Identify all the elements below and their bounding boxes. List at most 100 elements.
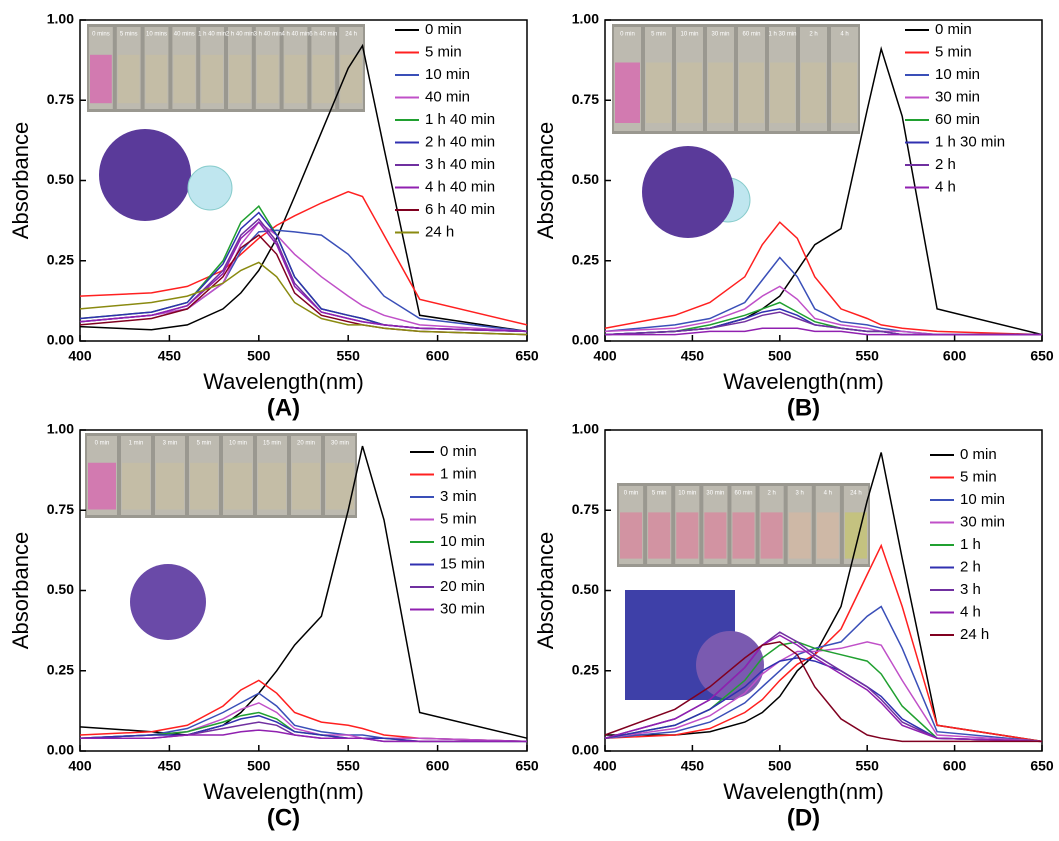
photo-label: 24 h xyxy=(345,32,357,38)
photo-label: 3 min xyxy=(163,441,178,447)
panel: 0 min 5 min 10 min 30 min 60 min 2 h 3 h 4 h 24 … xyxy=(533,421,1054,832)
y-tick-label: 0.25 xyxy=(47,251,74,267)
cuvette-liquid xyxy=(173,54,196,104)
legend-label: 6 h 40 min xyxy=(425,201,495,218)
x-tick-label: 450 xyxy=(158,758,182,774)
legend-label: 3 h xyxy=(960,581,981,598)
legend-label: 5 min xyxy=(425,43,462,60)
spectrum-line xyxy=(79,679,528,743)
spectrum-line xyxy=(604,641,1043,743)
photo-label: 1 h 30 min xyxy=(768,32,796,38)
panel: 0 min 5 min 10 min 30 min 60 min 1 h 30 min 2 … xyxy=(533,11,1054,422)
cuvette-liquid xyxy=(145,54,168,104)
photo-label: 10 mins xyxy=(146,32,167,38)
x-tick-label: 400 xyxy=(68,758,92,774)
y-axis-label: Absorbance xyxy=(8,532,33,649)
y-axis-label: Absorbance xyxy=(533,122,558,239)
y-tick-label: 0.75 xyxy=(47,91,74,107)
cuvette-liquid xyxy=(677,62,702,123)
panel-label: (A) xyxy=(267,394,300,421)
photo-label: 60 min xyxy=(742,32,760,38)
legend-label: 5 min xyxy=(935,43,972,60)
legend-label: 0 min xyxy=(425,21,462,38)
panel-label: (C) xyxy=(267,804,300,831)
cuvette-liquid xyxy=(117,54,140,104)
cuvette-liquid xyxy=(788,512,811,559)
legend-label: 2 h xyxy=(935,156,956,173)
legend-label: 1 h xyxy=(960,536,981,553)
y-tick-label: 1.00 xyxy=(47,11,74,27)
cuvette-liquid xyxy=(201,54,223,104)
photo-label: 1 min xyxy=(129,441,144,447)
cuvette-liquid xyxy=(156,462,184,510)
x-tick-label: 500 xyxy=(247,758,271,774)
y-tick-label: 0.25 xyxy=(572,251,599,267)
x-tick-label: 650 xyxy=(1030,758,1054,774)
y-tick-label: 0.50 xyxy=(47,171,74,187)
cuvette-liquid xyxy=(648,512,671,559)
x-tick-label: 650 xyxy=(1030,348,1054,364)
panel: 0 mins 5 mins 10 mins 40 mins 1 h 40 min 2 h … xyxy=(8,11,539,422)
x-tick-label: 500 xyxy=(768,348,792,364)
spectrum-line xyxy=(79,211,528,333)
x-tick-label: 450 xyxy=(681,758,705,774)
y-tick-label: 0.75 xyxy=(572,501,599,517)
photo-label: 4 h xyxy=(840,32,848,38)
cuvette-liquid xyxy=(739,62,764,123)
legend-label: 2 h 40 min xyxy=(425,133,495,150)
cuvette-liquid xyxy=(708,62,733,123)
panel: 0 min 1 min 3 min 5 min 10 min 15 min 20 min 30… xyxy=(8,421,539,832)
x-tick-label: 400 xyxy=(68,348,92,364)
photo-label: 2 h xyxy=(809,32,817,38)
spectrum-line xyxy=(604,256,1042,336)
cuvette-liquid xyxy=(256,54,279,104)
spectrum-line xyxy=(80,729,527,743)
cuvette-liquid xyxy=(88,462,116,510)
y-tick-label: 0.75 xyxy=(572,91,599,107)
legend-label: 24 h xyxy=(960,626,989,643)
spectrum-line xyxy=(79,261,528,336)
x-tick-label: 600 xyxy=(943,758,967,774)
x-tick-label: 400 xyxy=(593,758,617,774)
photo-label: 2 h xyxy=(767,491,775,497)
legend-label: 0 min xyxy=(440,443,477,460)
spectrum-line xyxy=(79,190,528,326)
legend-label: 5 min xyxy=(440,510,477,527)
y-tick-label: 0.75 xyxy=(47,501,74,517)
x-tick-label: 500 xyxy=(247,348,271,364)
x-tick-label: 550 xyxy=(856,758,880,774)
spectrum-line xyxy=(79,221,528,333)
spectrum-line xyxy=(79,217,528,333)
legend-label: 40 min xyxy=(425,88,470,105)
cuvette-liquid xyxy=(122,462,150,510)
legend-label: 4 h xyxy=(960,603,981,620)
legend-label: 10 min xyxy=(960,491,1005,508)
photo-label: 24 h xyxy=(850,491,862,497)
photo-label: 0 min xyxy=(624,491,639,497)
cuvette-liquid xyxy=(832,62,857,123)
legend-label: 30 min xyxy=(935,88,980,105)
y-tick-label: 0.50 xyxy=(572,171,599,187)
legend-label: 3 h 40 min xyxy=(425,156,495,173)
photo-label: 5 min xyxy=(197,441,212,447)
y-axis-label: Absorbance xyxy=(533,532,558,649)
x-tick-label: 600 xyxy=(943,348,967,364)
cuvette-liquid xyxy=(801,62,826,123)
panel-label: (D) xyxy=(787,804,820,831)
spectrum-line xyxy=(79,692,528,743)
spectrum-line xyxy=(79,43,528,333)
cuvette-liquid xyxy=(292,462,320,510)
cuvette-liquid xyxy=(646,62,671,123)
bead xyxy=(187,165,233,211)
y-tick-label: 0.00 xyxy=(47,742,74,758)
photo-label: 30 min xyxy=(711,32,729,38)
legend-label: 30 min xyxy=(960,513,1005,530)
photo-label: 15 min xyxy=(263,441,281,447)
legend-label: 0 min xyxy=(960,446,997,463)
spectrum-line xyxy=(605,452,1043,743)
photo-label: 6 h 40 min xyxy=(309,32,337,38)
cuvette-liquid xyxy=(770,62,795,123)
x-axis-label: Wavelength(nm) xyxy=(723,779,884,804)
cuvette-liquid xyxy=(615,62,640,123)
cuvette-liquid xyxy=(732,512,755,559)
